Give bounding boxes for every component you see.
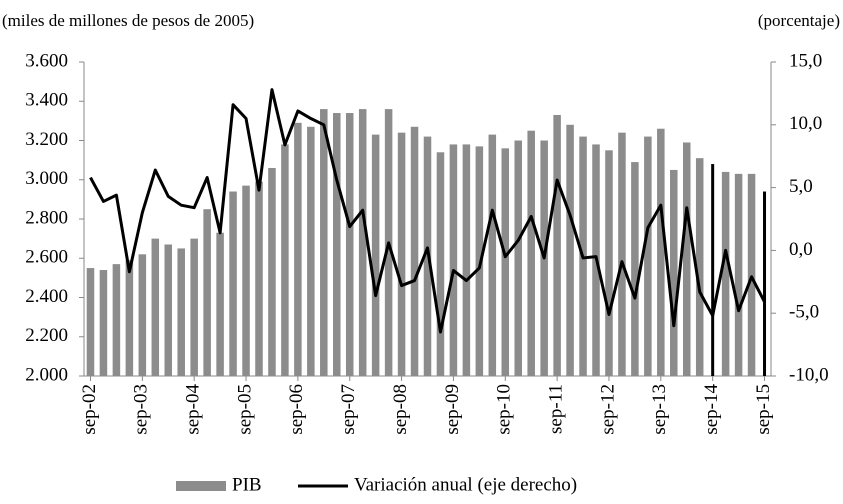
bar [177, 248, 185, 376]
y-tick-label: 2.800 [25, 207, 68, 228]
bar [670, 169, 678, 376]
y-tick-label: 2.600 [25, 247, 68, 268]
y2-tick-label: 0,0 [789, 239, 813, 260]
y2-axis-label: (porcentaje) [758, 11, 840, 30]
bar [566, 124, 574, 376]
y2-tick-label: -10,0 [789, 364, 829, 385]
bar [644, 136, 652, 376]
x-tick-label: sep-09 [442, 384, 463, 435]
bar [657, 128, 665, 376]
bar [358, 109, 367, 376]
bar [86, 268, 95, 376]
y-tick-label: 2.200 [25, 325, 68, 346]
bar [164, 244, 173, 376]
bar [216, 232, 224, 376]
bar [514, 140, 522, 376]
bar [320, 109, 328, 376]
bar [333, 113, 341, 377]
legend-label: Variación anual (eje derecho) [354, 474, 577, 495]
bar [190, 238, 198, 376]
bar [462, 144, 471, 376]
y2-tick-label: 5,0 [789, 176, 813, 197]
y-tick-label: 2.000 [25, 364, 68, 385]
bar [488, 134, 497, 376]
bar [501, 148, 510, 376]
y-tick-label: 3.200 [25, 129, 68, 150]
bar [605, 150, 613, 376]
bar [229, 191, 237, 376]
bar [397, 132, 406, 376]
bar [112, 264, 121, 376]
x-tick-label: sep-12 [597, 384, 618, 435]
bar [682, 142, 691, 376]
x-tick-label: sep-04 [183, 384, 204, 435]
bar [747, 173, 756, 376]
y2-tick-label: 10,0 [789, 113, 822, 134]
y-tick-label: 3.400 [25, 90, 68, 111]
bar [125, 260, 134, 376]
bar [721, 171, 730, 376]
bar [449, 144, 458, 376]
bar [138, 254, 147, 376]
x-tick-label: sep-03 [131, 384, 152, 435]
y2-tick-label: 15,0 [789, 50, 822, 71]
bar [281, 144, 289, 376]
x-tick-label: sep-15 [753, 384, 774, 435]
y-axis-label: (miles de millones de pesos de 2005) [2, 11, 254, 30]
y2-tick-label: -5,0 [789, 302, 819, 323]
bar [631, 162, 639, 376]
x-tick-label: sep-05 [234, 384, 255, 435]
x-tick-label: sep-07 [338, 384, 359, 435]
x-tick-label: sep-13 [649, 384, 670, 435]
y-tick-label: 3.600 [25, 50, 68, 71]
bar [436, 152, 445, 376]
legend-swatch [176, 481, 226, 491]
bar [268, 167, 276, 376]
legend-label: PIB [232, 474, 262, 495]
bar [255, 181, 263, 376]
bar [734, 173, 743, 376]
bar [294, 122, 302, 377]
line [89, 88, 766, 334]
bar [711, 164, 715, 376]
x-tick-label: sep-08 [390, 384, 411, 435]
y-tick-label: 3.000 [25, 168, 68, 189]
x-tick-label: sep-11 [545, 384, 566, 434]
bar [371, 134, 380, 376]
x-tick-label: sep-06 [286, 384, 307, 435]
bar [695, 158, 704, 376]
bar [527, 130, 535, 376]
bar [203, 209, 211, 376]
bar [242, 185, 250, 376]
bar [410, 126, 419, 376]
bar [99, 270, 108, 376]
bar [618, 132, 626, 376]
x-tick-label: sep-10 [494, 384, 515, 435]
bar [345, 113, 354, 377]
x-tick-label: sep-14 [701, 384, 722, 435]
bar [307, 126, 315, 376]
x-tick-label: sep-02 [79, 384, 100, 435]
bar [553, 114, 561, 377]
bar [151, 238, 160, 376]
bar [763, 191, 767, 376]
y-tick-label: 2.400 [25, 286, 68, 307]
